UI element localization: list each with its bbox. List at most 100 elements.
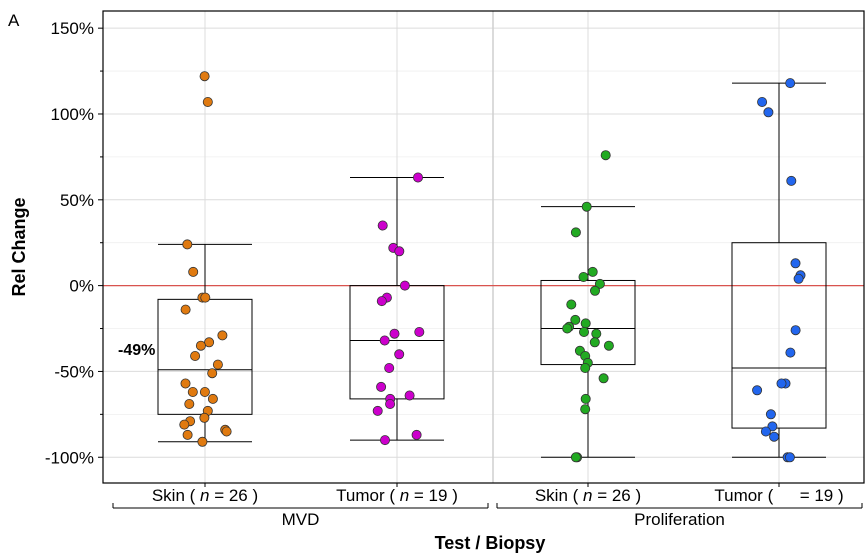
data-point-tumor-mvd <box>372 405 383 416</box>
data-point-tumor-mvd <box>376 381 387 392</box>
x-label-n-value: = 26 ) <box>597 486 641 505</box>
data-point-skin-mvd <box>195 340 206 351</box>
x-label-n-value: = 19 ) <box>414 486 458 505</box>
data-point-skin-mvd <box>197 436 208 447</box>
data-point-skin-prolif <box>603 340 614 351</box>
x-axis: Skin ( n = 26 ) Tumor ( n = 19 ) Skin ( n … <box>112 483 863 529</box>
data-point-skin-mvd <box>180 304 191 315</box>
data-point-tumor-prolif <box>786 175 797 186</box>
data-point-skin-prolif <box>578 271 589 282</box>
data-point-tumor-mvd <box>379 335 390 346</box>
x-label-prefix: Skin ( <box>152 486 200 505</box>
data-point-skin-mvd <box>180 378 191 389</box>
plot-frame <box>102 10 865 484</box>
data-point-tumor-prolif <box>790 325 801 336</box>
y-tick-label: 50% <box>60 191 94 210</box>
data-point-skin-prolif <box>590 285 601 296</box>
data-point-skin-prolif <box>566 299 577 310</box>
x-label-gap <box>778 486 800 505</box>
data-point-tumor-mvd <box>379 435 390 446</box>
data-point-skin-prolif <box>570 452 581 463</box>
x-label-prefix: Tumor ( <box>336 486 400 505</box>
box-tumor-prolif <box>731 242 827 429</box>
data-point-tumor-prolif <box>785 78 796 89</box>
x-label-prefix: Tumor ( <box>714 486 778 505</box>
data-point-skin-mvd <box>207 393 218 404</box>
data-point-skin-mvd <box>188 266 199 277</box>
data-point-skin-prolif <box>580 318 591 329</box>
data-point-skin-mvd <box>199 386 210 397</box>
data-point-skin-prolif <box>581 201 592 212</box>
x-tick-label-skin-prolif: Skin ( n = 26 ) <box>535 486 641 505</box>
data-point-skin-mvd <box>200 292 211 303</box>
data-point-skin-prolif <box>580 362 591 373</box>
data-point-skin-prolif <box>589 337 600 348</box>
data-point-skin-mvd <box>221 426 232 437</box>
data-point-tumor-prolif <box>790 258 801 269</box>
data-point-skin-mvd <box>217 330 228 341</box>
data-point-skin-mvd <box>187 386 198 397</box>
panel-tag: A <box>8 11 20 30</box>
box-tumor-mvd <box>349 285 445 400</box>
y-tick-label: 100% <box>51 105 94 124</box>
data-point-skin-prolif <box>591 328 602 339</box>
x-label-prefix: Skin ( <box>535 486 583 505</box>
data-point-tumor-mvd <box>377 220 388 231</box>
x-tick-label-skin-mvd: Skin ( n = 26 ) <box>152 486 258 505</box>
y-axis-title: Rel Change <box>9 197 29 296</box>
data-point-tumor-mvd <box>412 172 423 183</box>
y-tick-label: -50% <box>54 362 94 381</box>
median-annotation: -49% <box>118 342 155 359</box>
data-point-skin-mvd <box>182 429 193 440</box>
data-point-skin-mvd <box>184 398 195 409</box>
group-label-0: MVD <box>282 510 320 529</box>
x-tick-label-tumor-mvd: Tumor ( n = 19 ) <box>336 486 458 505</box>
data-point-skin-mvd <box>182 239 193 250</box>
y-axis: 150% 100% 50% 0% -50% -100% <box>45 19 103 467</box>
data-point-tumor-mvd <box>399 280 410 291</box>
y-tick-label: 0% <box>69 277 94 296</box>
data-point-tumor-prolif <box>793 273 804 284</box>
x-label-n-value: = 19 ) <box>800 486 844 505</box>
x-label-n-symbol: n <box>583 486 597 505</box>
data-point-tumor-mvd <box>394 349 405 360</box>
data-point-skin-mvd <box>199 71 210 82</box>
data-point-skin-prolif <box>570 227 581 238</box>
x-label-n-value: = 26 ) <box>214 486 258 505</box>
data-point-skin-mvd <box>207 368 218 379</box>
data-point-skin-prolif <box>587 266 598 277</box>
data-point-tumor-prolif <box>785 347 796 358</box>
data-point-tumor-prolif <box>765 409 776 420</box>
x-label-n-symbol: n <box>200 486 214 505</box>
data-point-tumor-mvd <box>404 390 415 401</box>
data-point-tumor-prolif <box>760 426 771 437</box>
data-point-skin-prolif <box>562 323 573 334</box>
data-point-skin-mvd <box>212 359 223 370</box>
y-tick-label: 150% <box>51 19 94 38</box>
data-point-skin-prolif <box>570 314 581 325</box>
data-point-skin-mvd <box>179 419 190 430</box>
group-label-1: Proliferation <box>634 510 725 529</box>
data-point-skin-prolif <box>580 393 591 404</box>
data-point-tumor-mvd <box>394 246 405 257</box>
box-layer <box>157 82 827 458</box>
x-label-n-symbol: n <box>400 486 414 505</box>
data-point-tumor-prolif <box>757 97 768 108</box>
data-point-tumor-prolif <box>752 385 763 396</box>
data-point-skin-prolif <box>580 404 591 415</box>
data-point-skin-prolif <box>600 150 611 161</box>
data-point-tumor-mvd <box>414 326 425 337</box>
data-point-skin-mvd <box>202 97 213 108</box>
data-point-tumor-mvd <box>411 429 422 440</box>
grid-layer <box>103 11 864 483</box>
data-point-tumor-mvd <box>376 296 387 307</box>
data-point-tumor-prolif <box>763 107 774 118</box>
data-point-skin-mvd <box>190 350 201 361</box>
data-point-tumor-prolif <box>776 378 787 389</box>
data-point-skin-prolif <box>598 373 609 384</box>
y-tick-label: -100% <box>45 448 94 467</box>
data-point-tumor-mvd <box>385 398 396 409</box>
data-point-skin-prolif <box>579 326 590 337</box>
data-point-tumor-prolif <box>767 421 778 432</box>
